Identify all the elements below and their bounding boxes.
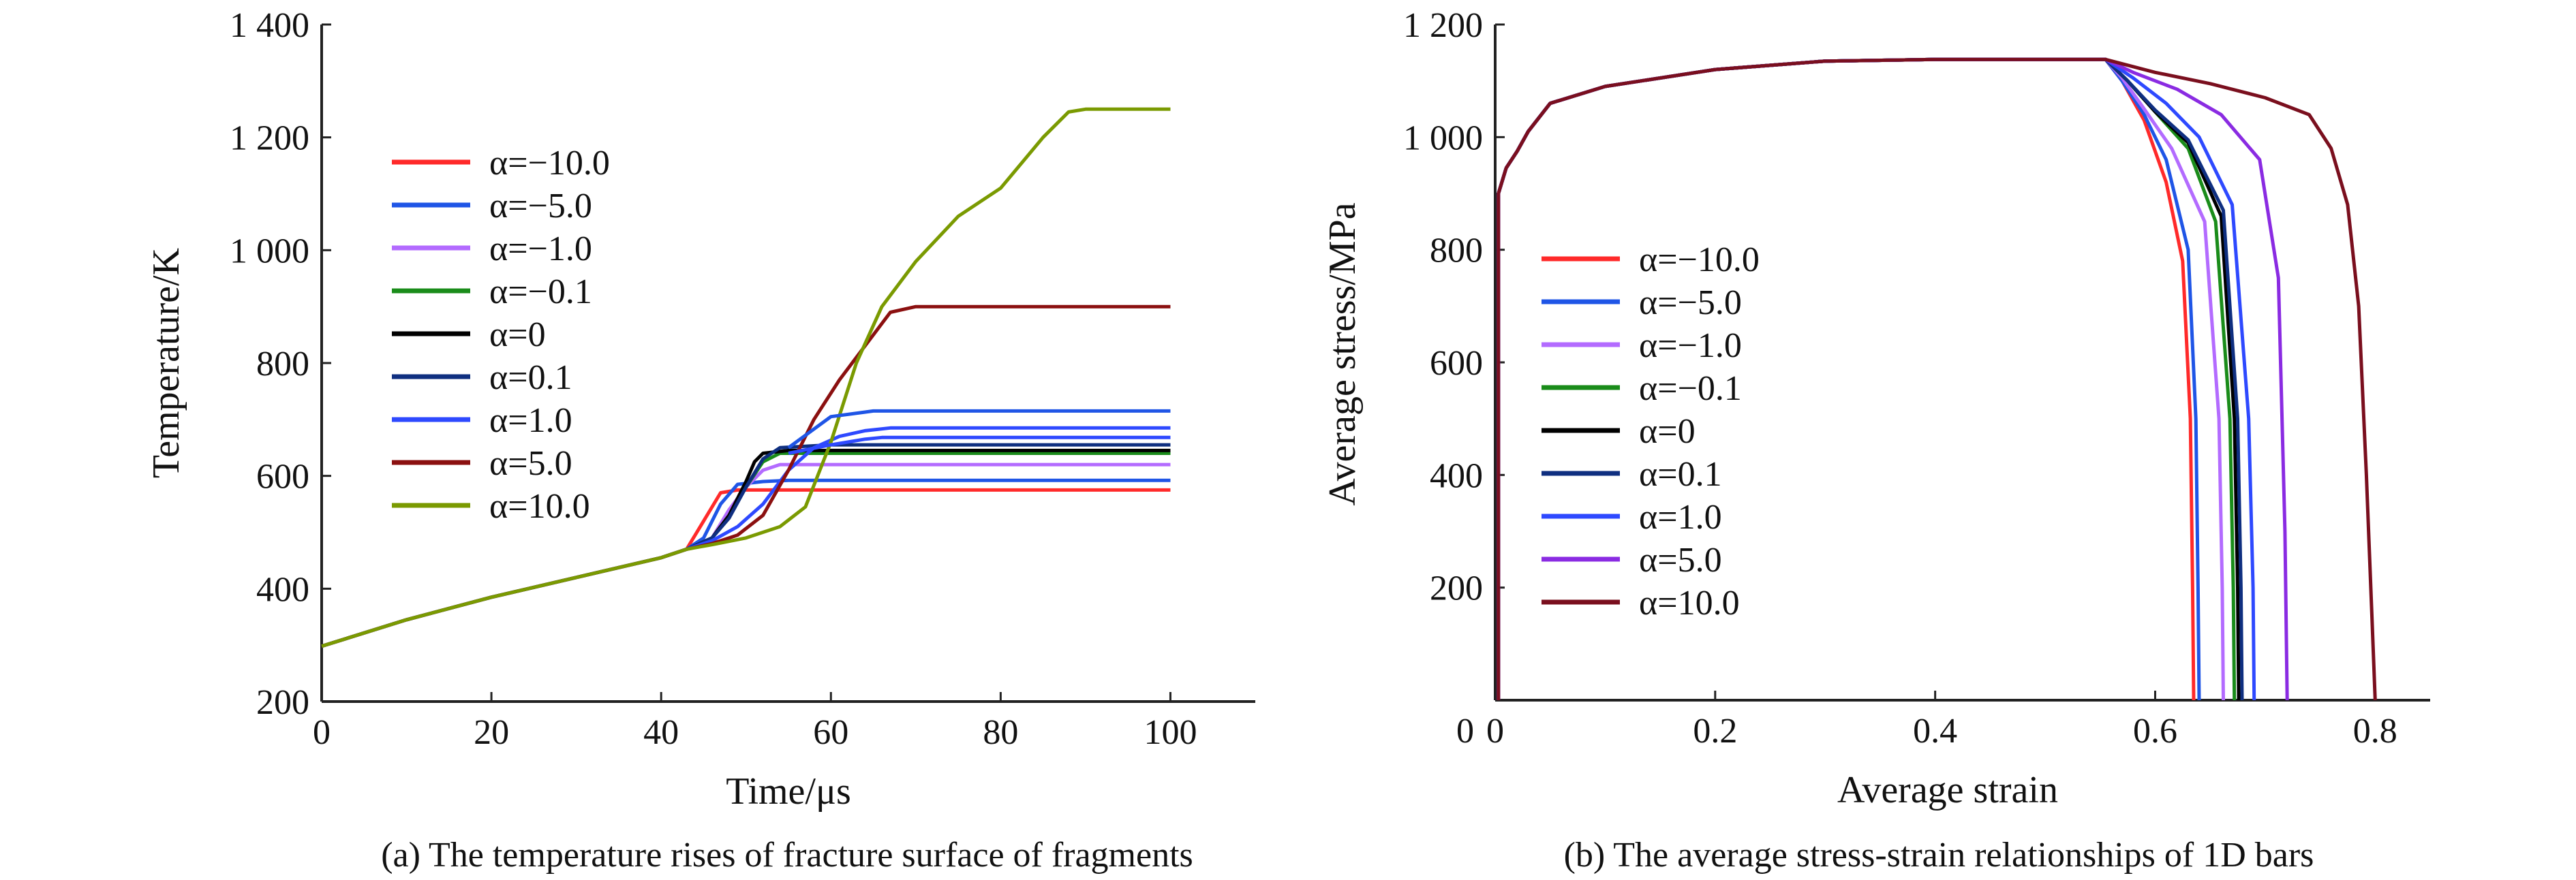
chart-a-xlabel: Time/μs [726,770,851,813]
chart-a-ytick-label: 1 400 [230,6,309,45]
chart-a-series-line [321,107,1171,648]
chart-a-legend-label: α=10.0 [489,487,590,526]
chart-a-legend-label: α=−0.1 [489,272,592,311]
chart-a-xtick-label: 100 [1144,713,1197,752]
chart-a-legend-label: α=−5.0 [489,187,592,225]
chart-b-ytick-label: 600 [1430,344,1483,383]
chart-a-plot-area [320,25,1255,703]
chart-a-xticks: 0 20 40 60 80 100 [313,692,1197,752]
chart-a: 0 20 40 60 80 100 200 400 600 800 1 000 1 200 1 400… [145,6,1255,875]
chart-b-yticks: 200 400 600 800 1 000 1 200 0 [1403,6,1505,751]
chart-b-legend-label: α=0 [1639,412,1696,451]
chart-b-lines [1497,57,2377,701]
chart-b-legend-label: α=−5.0 [1639,283,1742,322]
chart-b-ytick-label: 1 000 [1403,119,1483,157]
chart-a-legend-label: α=5.0 [489,444,572,483]
chart-a-ytick-label: 800 [256,345,309,383]
chart-a-legend-label: α=0.1 [489,358,572,397]
chart-b-xlabel: Average strain [1837,769,2058,811]
chart-b-ytick-label: 200 [1430,569,1483,608]
chart-b-plot-area [1494,25,2430,702]
chart-b-ylabel: Average stress/MPa [1321,202,1364,505]
chart-a-ytick-label: 400 [256,570,309,609]
chart-a-ytick-label: 1 000 [230,232,309,270]
chart-b-legend-label: α=−1.0 [1639,326,1742,365]
chart-b-legend-label: α=5.0 [1639,541,1722,580]
chart-a-legend: α=−10.0 α=−5.0 α=−1.0 α=−0.1 α=0 α=0.1 α=1.0 α=… [392,144,610,526]
chart-b-xtick-label: 0.6 [2133,712,2177,751]
chart-a-legend-label: α=1.0 [489,401,572,440]
chart-b-ytick-label: 400 [1430,456,1483,495]
chart-a-xtick-label: 80 [983,713,1018,752]
chart-a-legend-label: α=−10.0 [489,144,610,183]
chart-a-ylabel: Temperature/K [145,248,187,478]
chart-a-series-line [788,435,1171,455]
chart-b-legend-label: α=1.0 [1639,498,1722,537]
chart-b-legend-label: α=−0.1 [1639,369,1742,408]
chart-b-xtick-label: 0.8 [2353,712,2397,751]
chart-b-legend: α=−10.0 α=−5.0 α=−1.0 α=−0.1 α=0 α=0.1 α=1.0 α=… [1542,240,1760,623]
chart-a-xtick-label: 0 [313,713,331,752]
chart-b-xtick-label: 0.2 [1693,712,1737,751]
chart-a-legend-label: α=0 [489,315,546,354]
chart-b-legend-label: α=−10.0 [1639,240,1760,279]
chart-b-legend-label: α=10.0 [1639,584,1740,623]
chart-a-xtick-label: 60 [813,713,848,752]
chart-b-ytick-label: 800 [1430,232,1483,270]
chart-a-series-line [321,304,1171,648]
chart-b-legend-label: α=0.1 [1639,455,1722,494]
chart-b-ytick-label: 1 200 [1403,6,1483,45]
chart-a-ytick-label: 1 200 [230,119,309,158]
chart-a-ytick-label: 600 [256,458,309,497]
chart-b-series-line [1497,57,2377,701]
chart-a-lines [321,107,1171,648]
chart-b-xtick-label: 0.4 [1913,712,1957,751]
chart-a-series-line [321,488,1171,648]
chart-b-caption: (b) The average stress-strain relationsh… [1564,836,2314,875]
chart-b-origin-label: 0 [1456,712,1474,751]
chart-a-series-line [321,443,1171,648]
chart-a-xtick-label: 20 [474,713,509,752]
chart-a-caption: (a) The temperature rises of fracture su… [381,836,1193,875]
chart-a-legend-label: α=−1.0 [489,230,592,268]
chart-b: 0 0.2 0.4 0.6 0.8 200 400 600 800 1 000 1 200 0 α=… [1321,6,2430,875]
chart-b-xtick-label: 0 [1486,712,1504,751]
chart-a-series-line [321,462,1171,648]
chart-b-xticks: 0 0.2 0.4 0.6 0.8 [1486,691,2397,751]
chart-a-ytick-label: 200 [256,683,309,722]
chart-a-yticks: 200 400 600 800 1 000 1 200 1 400 [230,6,331,722]
chart-a-xtick-label: 40 [643,713,679,752]
chart-a-series-line [787,409,1171,450]
